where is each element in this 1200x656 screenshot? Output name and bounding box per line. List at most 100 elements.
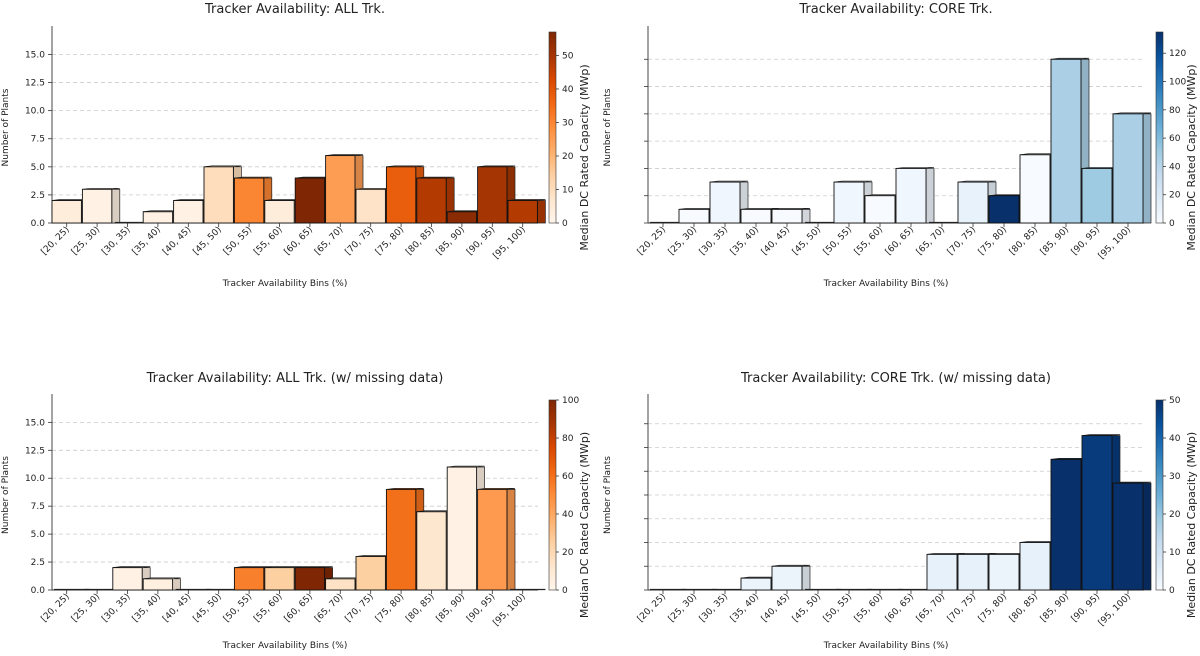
x-tick-label: [20, 25) [636,592,668,624]
x-tick-label: [20, 25) [40,592,72,624]
chart-title: Tracker Availability: CORE Trk. [798,2,992,17]
bar [142,211,174,224]
x-tick-label: [40, 45) [161,592,193,624]
bar-side [506,489,516,591]
x-tick-label: [60, 65) [283,592,315,624]
bar [864,195,896,224]
bar [1081,167,1113,224]
bar-side [801,209,811,224]
x-tick-label: [55, 60) [853,225,885,257]
x-tick-label: [25, 30) [667,225,699,257]
bar [507,200,538,224]
bar [233,177,265,224]
x-tick-label: [35, 40) [131,225,163,257]
bar [833,181,865,224]
x-tick-label: [80, 85) [1008,225,1040,257]
x-tick-label: [60, 65) [884,592,916,624]
y-tick-label: 15.0 [25,418,45,428]
y-tick-label: 5.0 [31,530,46,540]
colorbar-label: Median DC Rated Capacity (MWp) [578,432,591,618]
chart-panel-1: Tracker Availability: ALL Trk. 0.0 2.5 5.0 7… [1,2,591,289]
y-tick-label: 12.5 [25,446,45,456]
y-tick-label: 0.0 [31,586,46,596]
x-tick-label: [75, 80) [374,225,406,257]
bar-side [1142,113,1152,224]
bar [895,167,927,224]
bar [233,567,265,591]
bar-side [801,565,811,591]
colorbar-tick-label: 30 [562,118,574,128]
bar-side [172,578,181,591]
x-tick-label: [65, 70) [313,225,345,257]
x-tick-label: [35, 40) [131,592,163,624]
colorbar-tick-label: 20 [562,548,574,558]
x-tick-label: [20, 25) [40,225,72,257]
bar [355,556,386,591]
bar [416,511,447,591]
colorbar [1155,31,1164,224]
bar [264,200,295,224]
colorbar-tick-label: 20 [1169,510,1181,520]
x-axis-label: Tracker Availability Bins (%) [823,641,949,651]
x-tick-label: [50, 55) [822,225,854,257]
bar [957,553,989,591]
colorbar-tick-label: 50 [1169,396,1181,406]
x-tick-label: [25, 30) [70,225,102,257]
x-tick-label: [85, 90) [1039,592,1071,624]
chart-title: Tracker Availability: ALL Trk. [204,2,385,17]
chart-panel-3: Tracker Availability: ALL Trk. (w/ missi… [1,371,591,651]
y-tick-label: 5.0 [31,163,46,173]
colorbar-tick-label: 0 [1169,219,1175,229]
bar [1081,435,1113,591]
x-tick-label: [45, 50) [192,225,224,257]
x-axis-label: Tracker Availability Bins (%) [823,279,949,289]
colorbar-tick-label: 80 [1169,106,1181,116]
bar [1112,113,1144,224]
x-tick-label: [50, 55) [222,225,254,257]
x-tick-label: [70, 75) [946,225,978,257]
x-tick-label: [30, 35) [100,592,132,624]
bar [294,177,326,224]
x-tick-label: [65, 70) [915,592,947,624]
chart-title: Tracker Availability: ALL Trk. (w/ missi… [146,371,444,386]
x-tick-label: [30, 35) [100,225,132,257]
colorbar-tick-label: 20 [1169,191,1181,201]
x-axis-label: Tracker Availability Bins (%) [222,641,348,651]
bar [264,567,295,591]
colorbar-tick-label: 40 [1169,162,1181,172]
colorbar-tick-label: 40 [1169,434,1181,444]
colorbar-label: Median DC Rated Capacity (MWp) [1185,64,1198,250]
y-tick-label: 2.5 [31,191,45,201]
colorbar-tick-label: 30 [1169,472,1181,482]
bar [678,208,710,224]
bar [416,177,447,224]
colorbar-tick-label: 0 [1169,586,1175,596]
x-tick-label: [25, 30) [667,592,699,624]
bar [173,200,204,224]
colorbar-tick-label: 10 [1169,548,1181,558]
x-tick-label: [75, 80) [977,225,1009,257]
x-tick-label: [60, 65) [884,225,916,257]
chart-panel-4: Tracker Availability: CORE Trk. (w/ miss… [603,371,1198,651]
x-tick-label: [45, 50) [791,225,823,257]
colorbar-label: Median DC Rated Capacity (MWp) [1185,432,1198,618]
y-tick-label: 12.5 [25,79,45,89]
y-tick-label: 2.5 [31,558,45,568]
x-tick-label: [50, 55) [822,592,854,624]
colorbar-tick-label: 50 [562,51,574,61]
x-tick-label: [25, 30) [70,592,102,624]
bar-side [111,188,121,224]
bar [771,565,803,591]
bar [988,195,1020,224]
bar [112,567,143,591]
bar [1019,542,1051,591]
x-tick-label: [65, 70) [915,225,947,257]
x-tick-label: [95, 100) [491,225,527,261]
y-axis-label: Number of Plants [1,456,11,534]
bar-side [537,200,546,224]
x-tick-label: [20, 25) [636,225,668,257]
colorbar-tick-label: 80 [562,434,574,444]
x-tick-label: [70, 75) [344,225,376,257]
x-tick-label: [30, 35) [698,225,730,257]
x-tick-label: [85, 90) [1039,225,1071,257]
